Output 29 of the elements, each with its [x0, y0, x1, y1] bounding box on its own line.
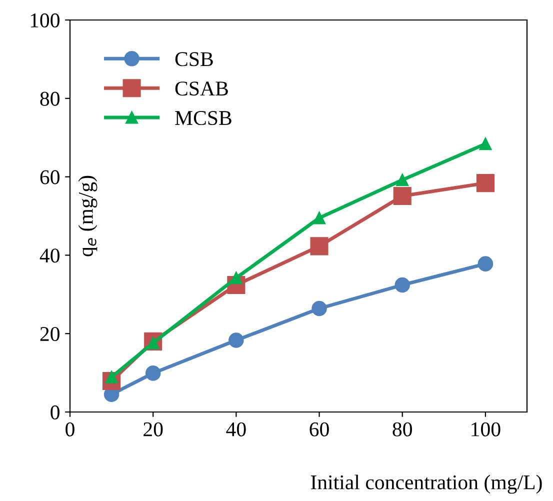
y-tick-label: 0 [50, 405, 60, 420]
y-axis-title: q$_{e}$ (mg/g) [78, 176, 98, 256]
y-tick-label: 100 [30, 13, 60, 28]
x-axis-title: Initial concentration (mg/L) [310, 474, 542, 494]
legend-label: MCSB [175, 111, 232, 126]
point [230, 272, 242, 284]
point [394, 277, 410, 293]
y-tick-label: 40 [40, 248, 60, 263]
point [228, 332, 244, 348]
point [312, 300, 327, 316]
y-tick-label: 80 [40, 92, 60, 106]
x-tick-label: 80 [392, 422, 412, 436]
x-tick-label: 20 [144, 422, 163, 436]
point [310, 237, 328, 256]
legend-label: CSAB [175, 82, 228, 96]
point [479, 138, 492, 150]
x-tick-label: 40 [226, 422, 246, 436]
x-tick-label: 0 [66, 422, 74, 436]
y-tick-label: 60 [40, 170, 60, 184]
point [476, 174, 494, 192]
point [396, 174, 409, 186]
point [478, 256, 494, 272]
x-tick-label: 60 [310, 422, 329, 436]
x-tick-label: 100 [472, 422, 500, 436]
point [313, 212, 326, 224]
y-tick-label: 20 [40, 326, 60, 342]
point [145, 366, 161, 381]
point [393, 186, 412, 206]
legend-label: CSB [175, 52, 213, 66]
